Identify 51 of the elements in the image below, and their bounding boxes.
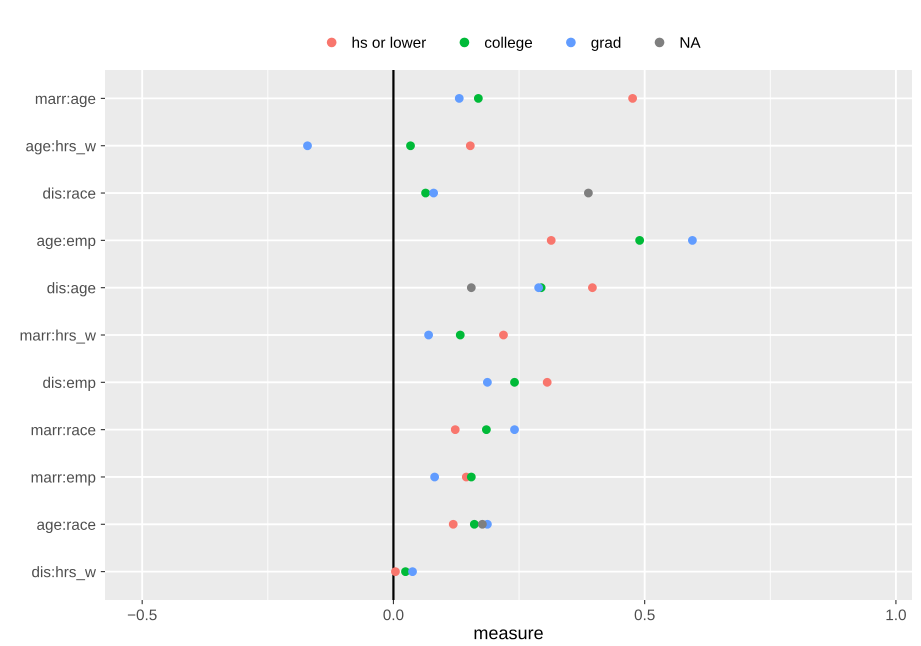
point bbox=[466, 472, 476, 482]
point bbox=[421, 188, 430, 198]
y-tick-label: dis:emp bbox=[43, 376, 96, 392]
y-tick-label: dis:race bbox=[43, 188, 96, 199]
point bbox=[534, 283, 544, 292]
point bbox=[482, 425, 491, 434]
legend-label: NA bbox=[680, 37, 701, 48]
legend-label: college bbox=[484, 36, 532, 51]
point bbox=[303, 141, 312, 150]
y-tick-label: age:emp bbox=[37, 238, 96, 250]
x-tick-label: 1.0 bbox=[886, 609, 906, 620]
point bbox=[456, 330, 465, 340]
y-tick-label: marr:race bbox=[32, 426, 96, 436]
y-tick-label: dis:hrs_w bbox=[32, 566, 96, 580]
point bbox=[406, 141, 415, 150]
point bbox=[466, 283, 476, 292]
point bbox=[474, 94, 483, 103]
point bbox=[424, 330, 433, 340]
point bbox=[499, 330, 508, 340]
y-tick-label: marr:hrs_w bbox=[20, 329, 96, 344]
point bbox=[448, 520, 458, 529]
y-tick-label: age:race bbox=[37, 522, 96, 533]
point bbox=[628, 94, 638, 103]
x-tick-label: 0.5 bbox=[634, 609, 655, 620]
x-axis-title: measure bbox=[474, 629, 543, 640]
legend-label: hs or lower bbox=[352, 36, 426, 48]
y-tick-label: marr:age bbox=[36, 96, 96, 108]
point bbox=[478, 520, 487, 529]
point bbox=[510, 425, 519, 434]
point bbox=[546, 236, 556, 245]
point bbox=[450, 425, 460, 434]
y-tick-label: age:hrs_w bbox=[26, 140, 96, 154]
point bbox=[688, 236, 697, 245]
y-tick-label: dis:age bbox=[47, 282, 96, 296]
point bbox=[483, 378, 492, 387]
point bbox=[588, 283, 597, 292]
point bbox=[391, 567, 400, 576]
legend-label: grad bbox=[591, 36, 620, 51]
point bbox=[510, 378, 519, 387]
point bbox=[429, 188, 438, 198]
x-tick-label: −0.5 bbox=[128, 609, 157, 620]
y-tick-label: marr:emp bbox=[32, 474, 96, 486]
point bbox=[635, 236, 644, 245]
point bbox=[454, 94, 464, 103]
point bbox=[584, 188, 593, 198]
point bbox=[430, 472, 440, 482]
point bbox=[470, 520, 479, 529]
x-tick-label: 0.0 bbox=[383, 609, 404, 620]
point bbox=[542, 378, 552, 387]
point bbox=[466, 141, 475, 150]
point bbox=[408, 567, 417, 576]
